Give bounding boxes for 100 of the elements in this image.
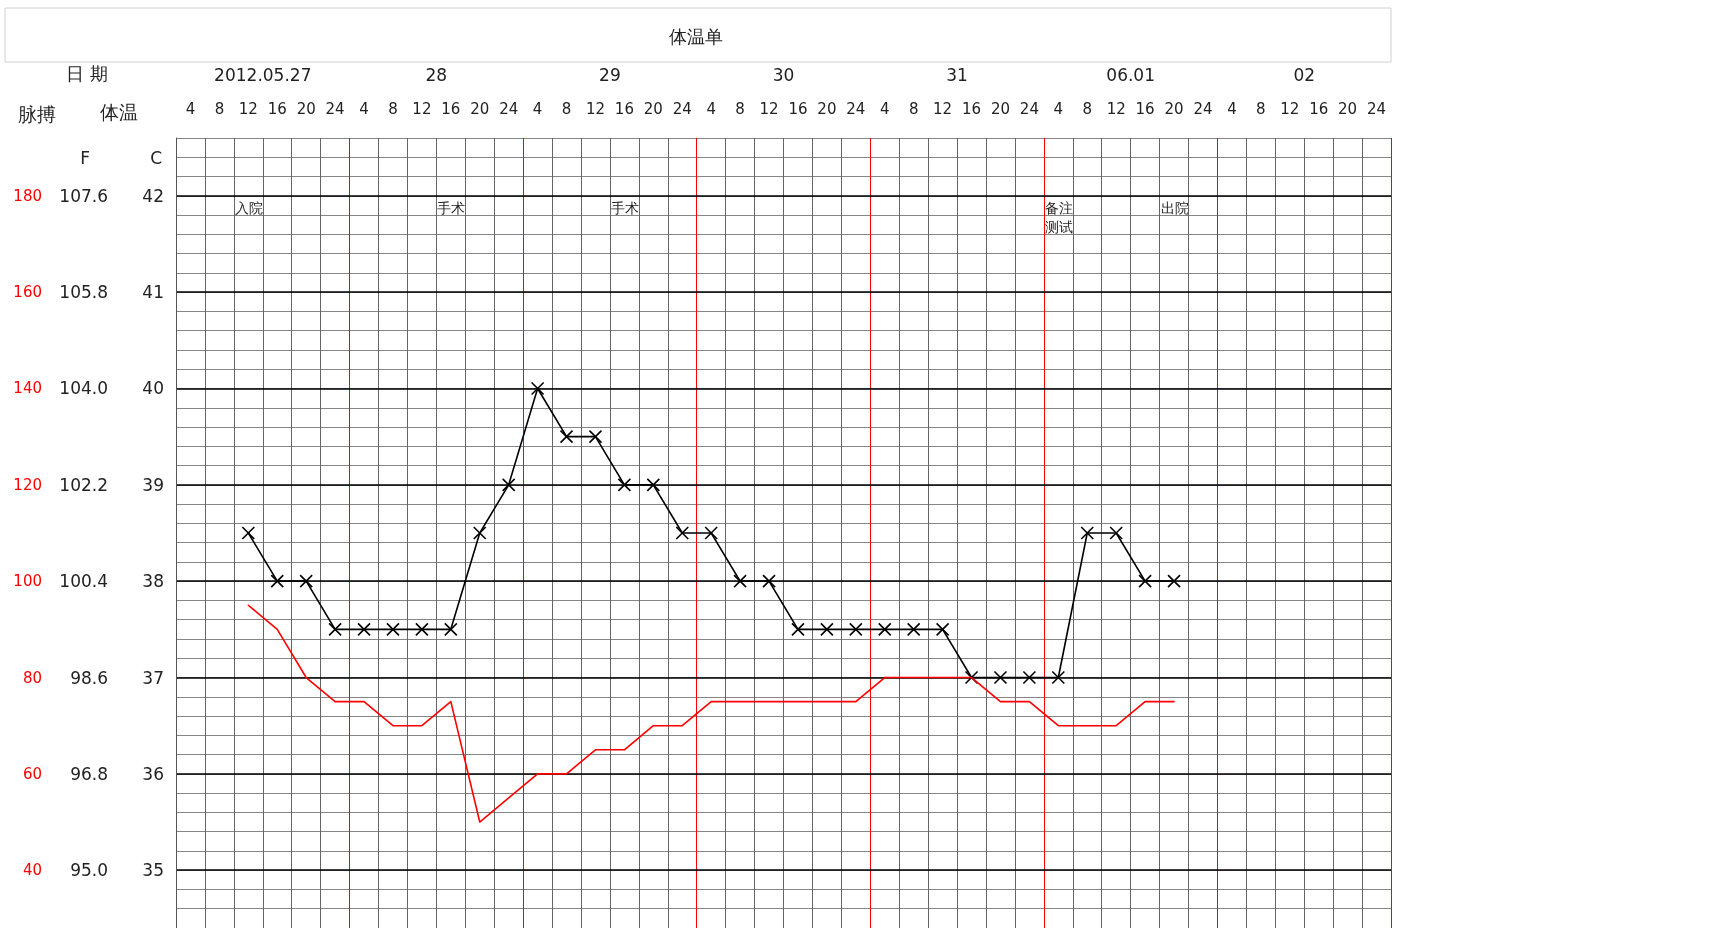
text: 2012.05.27 bbox=[214, 64, 312, 85]
x-tick-label: 8 bbox=[214, 99, 225, 118]
text: 02 bbox=[1293, 64, 1316, 85]
x-tick-label: 8 bbox=[388, 99, 398, 118]
x-tick-label: 24 bbox=[1019, 99, 1039, 118]
x-tick-label: 20 bbox=[817, 99, 837, 118]
x-tick-label: 20 bbox=[990, 99, 1011, 118]
text: 30 bbox=[772, 64, 795, 85]
x-tick-label: 12 bbox=[412, 99, 432, 118]
x-tick-label: 8 bbox=[735, 99, 745, 118]
x-tick-label: 12 bbox=[238, 99, 258, 118]
x-tick-label: 12 bbox=[585, 99, 606, 118]
text: 06.01 bbox=[1106, 64, 1155, 85]
y3-tick-label: 120 bbox=[13, 475, 42, 494]
x-tick-label: 4 bbox=[879, 99, 890, 118]
x-tick-label: 20 bbox=[643, 99, 663, 118]
y2-tick-label: 102.2 bbox=[59, 474, 108, 495]
x-tick-label: 16 bbox=[1135, 99, 1155, 118]
y2-tick-label: 95.0 bbox=[70, 860, 108, 881]
point bbox=[935, 622, 950, 637]
y2-tick-label: 96.8 bbox=[70, 763, 108, 784]
text: 29 bbox=[599, 64, 621, 85]
x-tick-label: 4 bbox=[1053, 99, 1064, 118]
x-tick-label: 20 bbox=[296, 99, 316, 118]
x-tick-label: 16 bbox=[1309, 99, 1329, 118]
point bbox=[791, 622, 805, 637]
x-tick-label: 24 bbox=[1366, 99, 1387, 118]
point bbox=[328, 622, 342, 637]
x-tick-label: 8 bbox=[1082, 99, 1093, 118]
y2-axis-title: F bbox=[80, 147, 90, 168]
x-tick-label: 24 bbox=[672, 99, 692, 118]
x-tick-label: 4 bbox=[532, 99, 543, 118]
point bbox=[849, 622, 863, 637]
x-tick-label: 24 bbox=[846, 99, 866, 118]
x-tick-label: 12 bbox=[1106, 99, 1126, 118]
point bbox=[270, 574, 285, 588]
chart-title: 体温单 bbox=[669, 25, 723, 47]
y-tick-label: 40 bbox=[142, 378, 164, 399]
x-tick-label: 12 bbox=[933, 99, 953, 118]
point bbox=[472, 526, 487, 540]
point bbox=[906, 622, 921, 637]
y-axis-title: C bbox=[150, 147, 162, 168]
x-tick-label: 20 bbox=[1338, 99, 1358, 118]
point bbox=[617, 478, 632, 492]
x-tick-label: 8 bbox=[561, 99, 572, 118]
text: 31 bbox=[946, 64, 968, 85]
annotation: 手术 bbox=[437, 200, 466, 217]
point bbox=[386, 622, 400, 637]
y-tick-label: 41 bbox=[142, 282, 164, 303]
y3-tick-label: 160 bbox=[13, 283, 42, 302]
x-tick-label: 24 bbox=[1193, 99, 1213, 118]
y2-tick-label: 104.0 bbox=[59, 378, 108, 399]
point bbox=[588, 429, 603, 444]
x-axis-title: 日 期 bbox=[66, 62, 108, 84]
point bbox=[559, 429, 574, 444]
y3-tick-label: 100 bbox=[13, 572, 42, 591]
y-tick-label: 35 bbox=[142, 860, 164, 881]
annotation: 备注测试 bbox=[1044, 200, 1073, 236]
point bbox=[444, 622, 458, 637]
x-tick-label: 16 bbox=[441, 99, 461, 118]
point bbox=[733, 574, 747, 588]
x-tick-label: 4 bbox=[359, 99, 369, 118]
text: 28 bbox=[425, 64, 448, 85]
x-tick-label: 4 bbox=[185, 99, 196, 118]
x-tick-label: 8 bbox=[1256, 99, 1266, 118]
x-tick-label: 4 bbox=[706, 99, 716, 118]
y2-tick-label: 98.6 bbox=[70, 667, 108, 688]
x-tick-label: 12 bbox=[1280, 99, 1300, 118]
text: 体温 bbox=[100, 100, 138, 123]
y2-tick-label: 107.6 bbox=[59, 185, 108, 206]
x-tick-label: 16 bbox=[614, 99, 634, 118]
annotation: 出院 bbox=[1160, 200, 1189, 217]
annotation: 入院 bbox=[234, 200, 263, 217]
y2-tick-label: 105.8 bbox=[59, 282, 108, 303]
point bbox=[415, 622, 429, 637]
x-tick-label: 16 bbox=[267, 99, 287, 118]
x-tick-label: 12 bbox=[759, 99, 779, 118]
y-tick-label: 36 bbox=[142, 763, 164, 784]
annotation: 手术 bbox=[610, 200, 639, 217]
point bbox=[530, 381, 545, 396]
x-tick-label: 16 bbox=[961, 99, 982, 118]
point bbox=[1167, 574, 1181, 588]
y2-tick-label: 100.4 bbox=[59, 571, 108, 592]
y3-tick-label: 80 bbox=[22, 668, 42, 687]
y3-tick-label: 40 bbox=[22, 861, 42, 880]
y-tick-label: 38 bbox=[142, 571, 164, 592]
point bbox=[762, 574, 776, 588]
point bbox=[877, 622, 892, 637]
point bbox=[1138, 574, 1152, 588]
point bbox=[820, 622, 834, 637]
y3-tick-label: 180 bbox=[13, 186, 42, 205]
point bbox=[704, 526, 718, 540]
point bbox=[299, 574, 313, 588]
point bbox=[646, 478, 661, 492]
y3-tick-label: 60 bbox=[22, 764, 42, 783]
point bbox=[1051, 670, 1066, 685]
y3-tick-label: 140 bbox=[13, 379, 42, 398]
point bbox=[964, 670, 979, 685]
point bbox=[241, 526, 256, 540]
point bbox=[501, 478, 516, 492]
